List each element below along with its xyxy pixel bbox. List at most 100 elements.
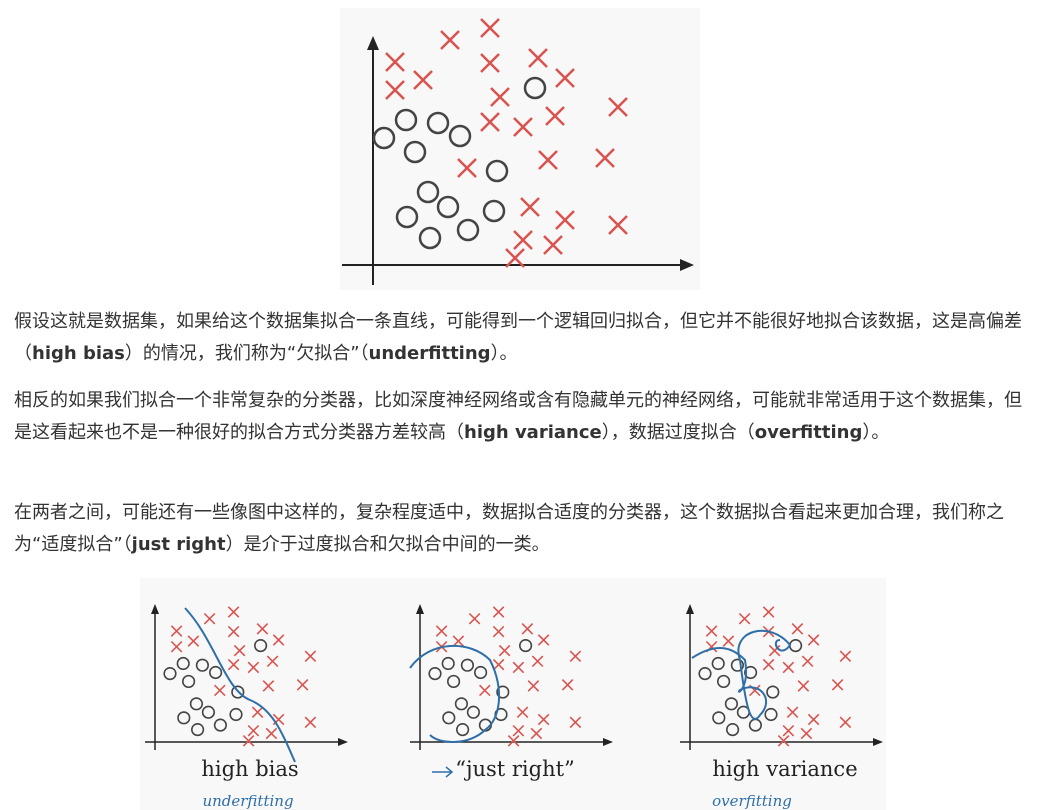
cross-marker bbox=[520, 197, 540, 217]
cross-marker bbox=[555, 68, 575, 88]
fit-comparison-figure: high bias “just right” high variance underf… bbox=[140, 578, 886, 810]
cross-marker bbox=[537, 713, 550, 726]
cross-marker bbox=[452, 635, 465, 647]
cross-marker bbox=[513, 230, 533, 250]
cross-marker bbox=[265, 727, 278, 740]
cross-marker bbox=[214, 684, 226, 697]
cross-marker bbox=[513, 117, 533, 137]
circle-marker bbox=[395, 205, 419, 229]
circle-marker bbox=[494, 707, 508, 722]
bold-term: just right bbox=[131, 534, 226, 555]
circle-marker bbox=[436, 195, 460, 219]
cross-marker bbox=[531, 655, 544, 668]
cross-marker bbox=[505, 248, 525, 268]
text-run: ）。 bbox=[862, 422, 890, 443]
decision-boundary bbox=[409, 644, 501, 743]
circle-marker bbox=[191, 723, 205, 737]
cross-marker bbox=[538, 150, 558, 170]
circle-marker bbox=[744, 665, 758, 680]
cross-marker bbox=[831, 679, 844, 691]
axis-arrow bbox=[873, 738, 883, 746]
circle-marker bbox=[201, 705, 215, 719]
circle-marker bbox=[726, 723, 740, 737]
circle-marker bbox=[523, 76, 547, 100]
cross-marker bbox=[530, 727, 543, 740]
cross-marker bbox=[516, 706, 529, 719]
cross-marker bbox=[782, 724, 795, 737]
circle-marker bbox=[182, 674, 196, 689]
circle-marker bbox=[254, 639, 268, 653]
cross-marker bbox=[807, 713, 820, 726]
circle-marker bbox=[441, 656, 455, 671]
bold-term: underfitting bbox=[368, 343, 491, 364]
text-run: 在两者之间，可能还有一些像图中这样的，复杂程度适中，数据拟合适度的分类器，这个数… bbox=[14, 502, 1004, 555]
cross-marker bbox=[262, 680, 275, 692]
cross-marker bbox=[791, 623, 804, 635]
cross-marker bbox=[839, 650, 852, 663]
bold-term: high bias bbox=[32, 343, 125, 364]
axis-arrow bbox=[416, 604, 424, 614]
text-run: ）。 bbox=[490, 343, 518, 364]
circle-marker bbox=[454, 697, 468, 711]
cross-marker bbox=[385, 52, 405, 72]
cross-marker bbox=[569, 650, 582, 663]
circle-marker bbox=[442, 711, 456, 725]
cross-marker bbox=[782, 661, 795, 674]
circle-marker bbox=[418, 226, 442, 250]
circle-marker bbox=[394, 108, 418, 132]
cross-marker bbox=[272, 634, 285, 646]
cross-marker bbox=[492, 625, 505, 638]
cross-marker bbox=[413, 70, 433, 90]
cross-marker bbox=[722, 635, 735, 647]
cross-marker bbox=[480, 112, 500, 132]
circle-marker bbox=[724, 697, 738, 711]
circle-marker bbox=[372, 126, 396, 150]
cross-marker bbox=[256, 623, 269, 635]
circle-marker bbox=[482, 199, 506, 223]
cross-marker bbox=[385, 80, 405, 100]
cross-marker bbox=[492, 606, 505, 618]
decision-boundary bbox=[691, 629, 792, 720]
circle-marker bbox=[496, 685, 510, 699]
axis-arrow bbox=[603, 738, 613, 746]
circle-marker bbox=[177, 711, 191, 725]
bold-term: high variance bbox=[464, 422, 602, 443]
cross-marker bbox=[762, 658, 775, 671]
cross-marker bbox=[247, 724, 260, 737]
circle-marker bbox=[766, 685, 780, 699]
cross-marker bbox=[435, 625, 448, 637]
cross-marker bbox=[545, 106, 565, 126]
cross-marker bbox=[738, 612, 751, 625]
circle-marker bbox=[229, 707, 243, 722]
cross-marker bbox=[170, 625, 183, 637]
cross-marker bbox=[507, 735, 520, 747]
figure-caption: “just right” bbox=[455, 757, 575, 781]
cross-marker bbox=[227, 658, 240, 671]
figure-caption: high variance bbox=[712, 757, 857, 781]
cross-marker bbox=[807, 634, 820, 646]
cross-marker bbox=[537, 634, 550, 646]
circle-marker bbox=[519, 639, 533, 653]
cross-marker bbox=[492, 658, 505, 671]
circle-marker bbox=[176, 656, 190, 671]
cross-marker bbox=[797, 680, 810, 692]
cross-marker bbox=[521, 623, 534, 635]
cross-marker bbox=[304, 716, 317, 729]
cross-marker bbox=[801, 655, 814, 668]
circle-marker bbox=[466, 705, 480, 719]
cross-marker bbox=[839, 716, 852, 729]
circle-marker bbox=[460, 658, 474, 672]
cross-marker bbox=[527, 680, 540, 692]
bold-term: overfitting bbox=[754, 422, 863, 443]
cross-marker bbox=[777, 735, 790, 747]
circle-marker bbox=[209, 665, 223, 680]
axis-arrow bbox=[338, 738, 348, 746]
cross-marker bbox=[227, 606, 240, 618]
circle-marker bbox=[485, 159, 509, 183]
circle-marker bbox=[416, 180, 440, 204]
cross-marker bbox=[233, 644, 246, 657]
cross-marker bbox=[480, 18, 500, 38]
cross-marker bbox=[555, 210, 575, 230]
cross-marker bbox=[705, 625, 718, 637]
